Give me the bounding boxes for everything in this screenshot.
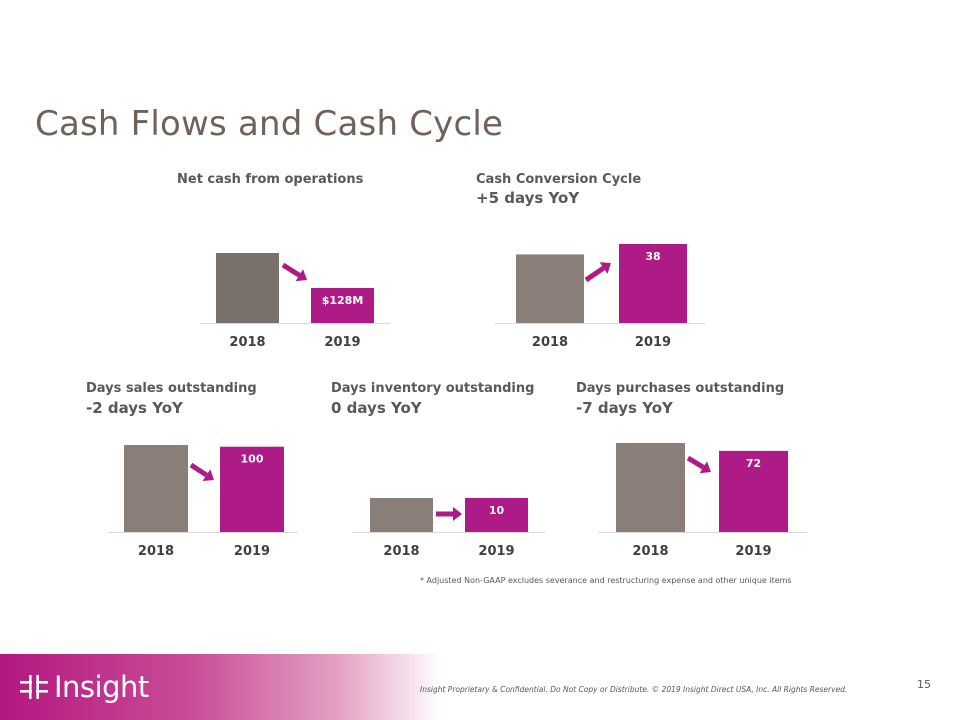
tick-label: 2019	[234, 544, 270, 559]
tick-label: 2019	[324, 335, 360, 350]
chart-title: Days purchases outstanding	[576, 381, 784, 396]
tick-label: 2019	[635, 335, 671, 350]
chart-1: Net cash from operations 2018 $128M 2019	[177, 172, 390, 350]
bar-2018	[370, 498, 433, 532]
tick-label: 2018	[383, 544, 419, 559]
chart-2: Cash Conversion Cycle +5 days YoY 2018 38 20…	[476, 172, 705, 350]
trend-arrow-icon	[189, 462, 214, 481]
insight-logo-icon	[20, 675, 48, 699]
chart-3: Days sales outstanding -2 days YoY 2018 100…	[86, 381, 298, 559]
chart-title: Net cash from operations	[177, 172, 364, 187]
chart-subtitle: -2 days YoY	[86, 399, 184, 417]
tick-label: 2019	[478, 544, 514, 559]
bar-2019	[465, 498, 528, 532]
chart-subtitle: -7 days YoY	[576, 399, 674, 417]
trend-arrow-icon	[281, 262, 307, 282]
chart-subtitle: +5 days YoY	[476, 189, 580, 207]
tick-label: 2018	[138, 544, 174, 559]
arrow-head	[295, 269, 307, 282]
tick-label: 2018	[632, 544, 668, 559]
data-label: $128M	[322, 294, 364, 307]
bar-2018	[124, 445, 188, 532]
arrow-shaft	[281, 262, 301, 278]
page-title: Cash Flows and Cash Cycle	[35, 104, 504, 144]
legal-notice: Insight Proprietary & Confidential. Do N…	[420, 685, 848, 694]
chart-title: Cash Conversion Cycle	[476, 172, 641, 187]
chart-subtitle: 0 days YoY	[331, 399, 423, 417]
trend-arrow-icon	[436, 507, 462, 521]
data-label: 100	[241, 453, 264, 466]
chart-title: Days inventory outstanding	[331, 381, 534, 396]
footer-band	[0, 654, 960, 720]
bar-2019	[311, 288, 374, 323]
arrow-shaft	[189, 462, 208, 478]
arrow-head	[599, 262, 611, 274]
tick-label: 2018	[532, 335, 568, 350]
arrow-head	[202, 469, 214, 481]
data-label: 38	[645, 250, 660, 263]
bar-2019	[220, 446, 284, 532]
bar-2019	[719, 450, 788, 532]
chart-4: Days inventory outstanding 0 days YoY 2018…	[331, 381, 545, 559]
chart-title: Days sales outstanding	[86, 381, 257, 396]
arrow-shaft	[584, 265, 605, 283]
footnote: * Adjusted Non-GAAP excludes severance a…	[420, 576, 792, 585]
arrow-head	[699, 461, 711, 474]
logo-text: Insight	[54, 670, 149, 704]
trend-arrow-icon	[686, 455, 711, 474]
page-number: 15	[917, 678, 931, 691]
tick-label: 2019	[735, 544, 771, 559]
insight-logo: Insight	[20, 670, 149, 704]
bar-2018	[216, 253, 279, 323]
chart-5: Days purchases outstanding -7 days YoY 201…	[576, 381, 807, 559]
trend-arrow-icon	[584, 262, 611, 283]
bar-2019	[619, 244, 687, 323]
arrow-head	[453, 507, 462, 521]
bar-2018	[616, 443, 685, 532]
tick-label: 2018	[229, 335, 265, 350]
data-label: 10	[489, 504, 505, 517]
bar-2018	[516, 254, 584, 323]
arrow-shaft	[686, 455, 705, 470]
data-label: 72	[746, 457, 761, 470]
